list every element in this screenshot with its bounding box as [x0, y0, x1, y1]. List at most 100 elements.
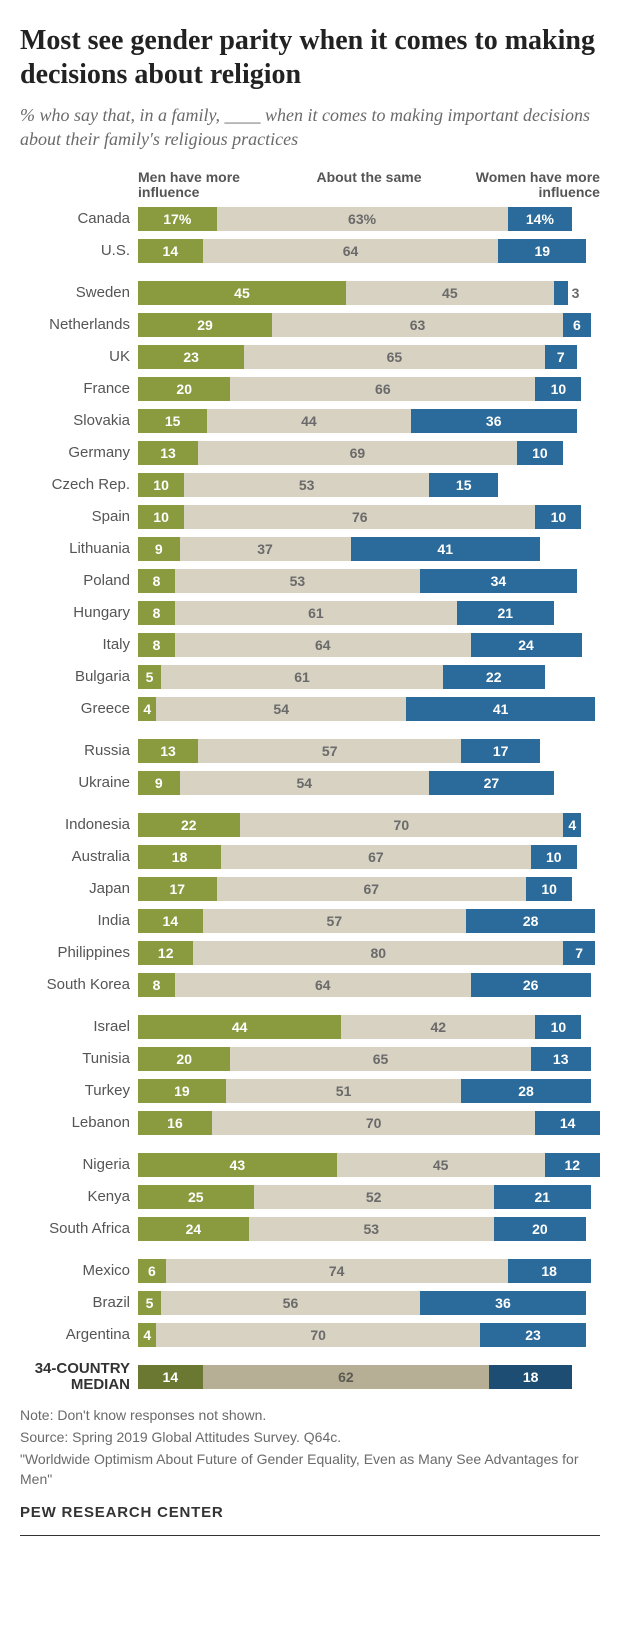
seg-men: 5 — [138, 665, 161, 689]
seg-men: 14 — [138, 239, 203, 263]
country-label: Brazil — [20, 1294, 138, 1311]
country-row: Canada17%63%14% — [20, 205, 600, 233]
bar: 176710 — [138, 877, 600, 901]
country-row: Spain107610 — [20, 503, 600, 531]
report-title: "Worldwide Optimism About Future of Gend… — [20, 1449, 600, 1490]
seg-same: 61 — [161, 665, 443, 689]
seg-men: 10 — [138, 473, 184, 497]
seg-men: 18 — [138, 845, 221, 869]
country-group: Sweden45453Netherlands29636UK23657France… — [20, 279, 600, 723]
seg-same: 42 — [341, 1015, 535, 1039]
bar: 45441 — [138, 697, 600, 721]
seg-men: 8 — [138, 633, 175, 657]
seg-same: 74 — [166, 1259, 508, 1283]
seg-men: 43 — [138, 1153, 337, 1177]
seg-men: 6 — [138, 1259, 166, 1283]
bar: 255221 — [138, 1185, 600, 1209]
seg-women: 23 — [480, 1323, 586, 1347]
seg-same: 56 — [161, 1291, 420, 1315]
bar: 55636 — [138, 1291, 600, 1315]
country-label: Italy — [20, 636, 138, 653]
bar: 22704 — [138, 813, 600, 837]
footnotes: Note: Don't know responses not shown. So… — [20, 1405, 600, 1490]
country-label: Israel — [20, 1018, 138, 1035]
country-row: Argentina47023 — [20, 1321, 600, 1349]
country-group: Indonesia22704Australia186710Japan176710… — [20, 811, 600, 999]
seg-women: 13 — [531, 1047, 591, 1071]
country-label: Sweden — [20, 284, 138, 301]
bar: 245320 — [138, 1217, 600, 1241]
country-row: South Korea86426 — [20, 971, 600, 999]
seg-same: 57 — [203, 909, 466, 933]
country-label: Bulgaria — [20, 668, 138, 685]
note: Note: Don't know responses not shown. — [20, 1405, 600, 1425]
seg-same: 62 — [203, 1365, 489, 1389]
bar: 86121 — [138, 601, 600, 625]
country-label: U.S. — [20, 242, 138, 259]
country-group: Mexico67418Brazil55636Argentina47023 — [20, 1257, 600, 1349]
seg-same: 70 — [156, 1323, 479, 1347]
source: Source: Spring 2019 Global Attitudes Sur… — [20, 1427, 600, 1447]
country-row: Turkey195128 — [20, 1077, 600, 1105]
seg-women: 4 — [563, 813, 581, 837]
seg-men: 13 — [138, 739, 198, 763]
seg-men: 4 — [138, 1323, 156, 1347]
seg-same: 37 — [180, 537, 351, 561]
country-label: UK — [20, 348, 138, 365]
seg-women: 36 — [411, 409, 577, 433]
country-label: South Africa — [20, 1220, 138, 1237]
bar: 47023 — [138, 1323, 600, 1347]
bar: 29636 — [138, 313, 600, 337]
bar: 23657 — [138, 345, 600, 369]
seg-women: 10 — [526, 877, 572, 901]
country-label: Canada — [20, 210, 138, 227]
seg-women: 28 — [466, 909, 595, 933]
seg-same: 45 — [337, 1153, 545, 1177]
seg-men: 9 — [138, 771, 180, 795]
country-row: Tunisia206513 — [20, 1045, 600, 1073]
bar: 95427 — [138, 771, 600, 795]
country-row: Nigeria434512 — [20, 1151, 600, 1179]
brand: PEW RESEARCH CENTER — [20, 1504, 600, 1521]
seg-men: 9 — [138, 537, 180, 561]
country-row: Germany136910 — [20, 439, 600, 467]
col-men: Men have more influence — [138, 170, 300, 201]
seg-same: 61 — [175, 601, 457, 625]
country-row: Italy86424 — [20, 631, 600, 659]
country-label: India — [20, 912, 138, 929]
bar: 145728 — [138, 909, 600, 933]
country-row: India145728 — [20, 907, 600, 935]
seg-women: 41 — [351, 537, 540, 561]
seg-women: 18 — [508, 1259, 591, 1283]
bar: 93741 — [138, 537, 600, 561]
seg-women: 6 — [563, 313, 591, 337]
country-group: Israel444210Tunisia206513Turkey195128Leb… — [20, 1013, 600, 1137]
bar: 86424 — [138, 633, 600, 657]
seg-women: 20 — [494, 1217, 586, 1241]
bar: 12807 — [138, 941, 600, 965]
country-label: Lithuania — [20, 540, 138, 557]
seg-same: 63 — [272, 313, 563, 337]
seg-women: 10 — [535, 377, 581, 401]
bar: 17%63%14% — [138, 207, 600, 231]
country-row: South Africa245320 — [20, 1215, 600, 1243]
seg-women: 10 — [535, 505, 581, 529]
country-label: Philippines — [20, 944, 138, 961]
country-row: Philippines12807 — [20, 939, 600, 967]
country-label: Turkey — [20, 1082, 138, 1099]
seg-men: 20 — [138, 377, 230, 401]
seg-women: 14 — [535, 1111, 600, 1135]
country-label: Indonesia — [20, 816, 138, 833]
country-row: U.S.146419 — [20, 237, 600, 265]
seg-same: 54 — [156, 697, 405, 721]
country-label: Japan — [20, 880, 138, 897]
country-row: Indonesia22704 — [20, 811, 600, 839]
seg-women: 7 — [545, 345, 577, 369]
seg-women: 15 — [429, 473, 498, 497]
bottom-rule — [20, 1535, 600, 1536]
seg-same: 65 — [230, 1047, 530, 1071]
country-label: Kenya — [20, 1188, 138, 1205]
seg-same: 45 — [346, 281, 554, 305]
seg-men: 17 — [138, 877, 217, 901]
country-group: Nigeria434512Kenya255221South Africa2453… — [20, 1151, 600, 1243]
